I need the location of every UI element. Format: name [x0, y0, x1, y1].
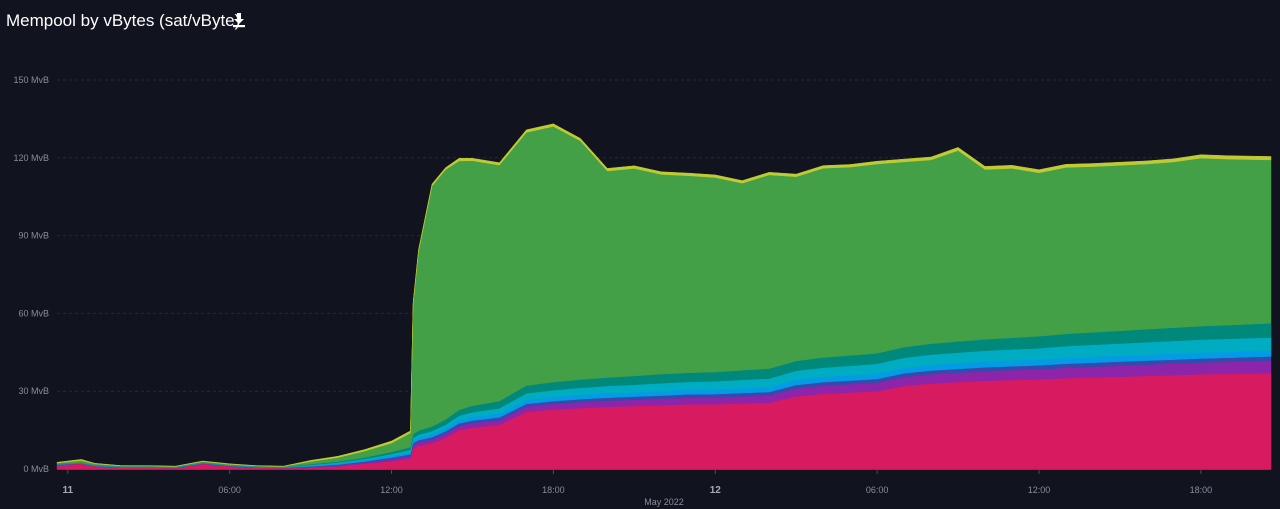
y-tick-label: 60 MvB — [18, 308, 49, 318]
y-tick-label: 90 MvB — [18, 231, 49, 241]
y-tick-label: 30 MvB — [18, 386, 49, 396]
x-tick-label: 12:00 — [1028, 485, 1051, 495]
x-tick-label: 12:00 — [380, 485, 403, 495]
axes: 0 MvB 30 MvB 60 MvB 90 MvB 120 MvB 150 MvB 11 0… — [13, 75, 1271, 507]
y-tick-label: 150 MvB — [13, 75, 49, 85]
x-tick-label: 11 — [63, 485, 74, 496]
x-tick-label: 18:00 — [1190, 485, 1213, 495]
download-icon[interactable] — [232, 12, 248, 30]
x-axis-title: May 2022 — [644, 497, 684, 507]
y-tick-label: 0 MvB — [23, 464, 49, 474]
x-tick-label: 18:00 — [542, 485, 565, 495]
x-tick-label: 06:00 — [866, 485, 889, 495]
chart-title: Mempool by vBytes (sat/vByte) — [6, 11, 241, 30]
y-tick-label: 120 MvB — [13, 153, 49, 163]
series-area-7 — [56, 123, 1272, 467]
stacked-areas — [56, 123, 1272, 470]
x-tick-label: 06:00 — [218, 485, 241, 495]
x-tick-label: 12 — [710, 485, 722, 496]
chart-header: Mempool by vBytes (sat/vByte) — [0, 0, 1280, 44]
